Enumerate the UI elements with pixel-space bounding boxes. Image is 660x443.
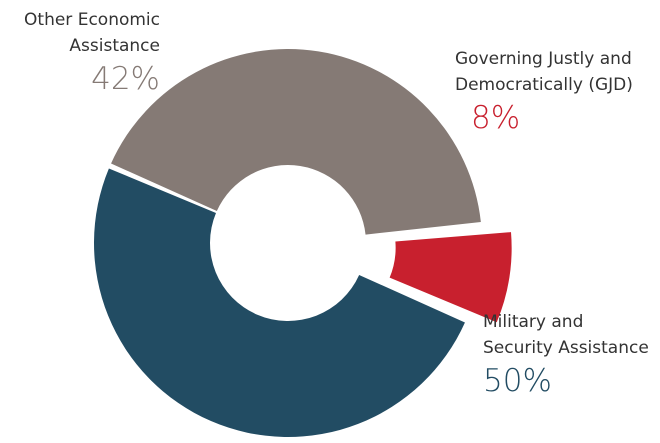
- percent-governing-justly: 8%: [471, 100, 521, 136]
- percent-other-economic-assistance: 42%: [91, 61, 160, 97]
- label-military-security-assistance: Military and Security Assistance 50%: [483, 309, 649, 401]
- slice-military-security-assistance: [94, 168, 465, 437]
- label-gjd-line2: Democratically (GJD): [455, 75, 633, 95]
- label-governing-justly: Governing Justly and Democratically (GJD…: [455, 46, 633, 138]
- slice-other-economic-assistance: [111, 48, 481, 235]
- label-other-line2: Assistance: [69, 36, 160, 56]
- slice-governing-justly: [389, 232, 512, 323]
- label-other-economic-assistance: Other Economic Assistance 42%: [0, 7, 160, 99]
- label-other-line1: Other Economic: [24, 10, 160, 30]
- label-military-line1: Military and: [483, 312, 584, 332]
- percent-military-security-assistance: 50%: [483, 363, 552, 399]
- donut-slices: [94, 48, 512, 437]
- label-gjd-line1: Governing Justly and: [455, 49, 632, 69]
- label-military-line2: Security Assistance: [483, 338, 649, 358]
